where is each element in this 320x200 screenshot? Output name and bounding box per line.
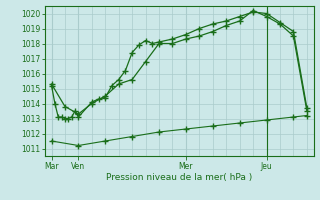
- X-axis label: Pression niveau de la mer( hPa ): Pression niveau de la mer( hPa ): [106, 173, 252, 182]
